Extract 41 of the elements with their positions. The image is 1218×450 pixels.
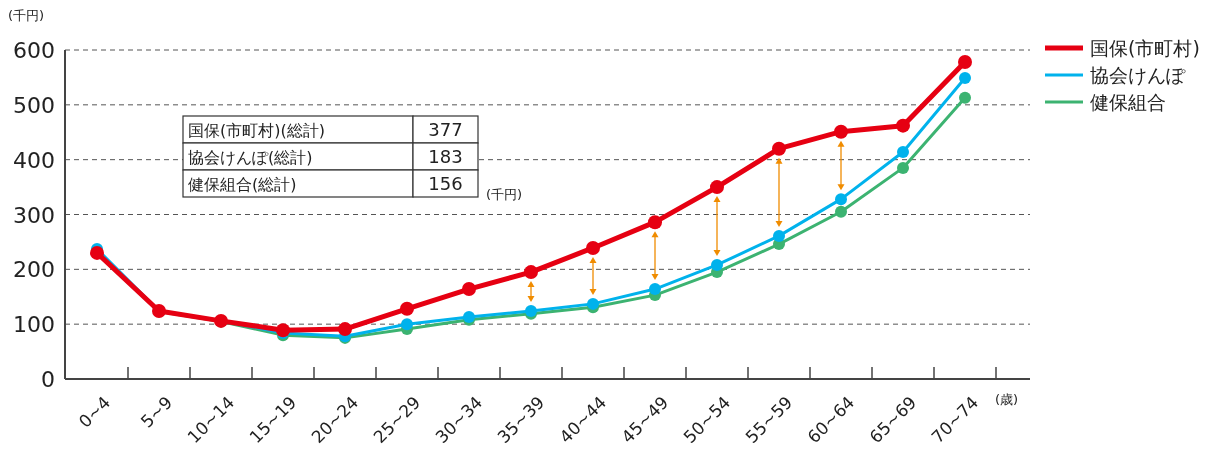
annotation: 健保組合(総計) bbox=[188, 175, 297, 194]
y-axis-title: (千円) bbox=[8, 8, 45, 23]
y-tick-label: 500 bbox=[13, 92, 55, 118]
point bbox=[897, 145, 909, 158]
point bbox=[710, 180, 724, 195]
y-tick-label: 0 bbox=[41, 367, 55, 392]
point bbox=[401, 318, 413, 331]
annotation: 377 bbox=[428, 119, 463, 140]
point bbox=[835, 205, 847, 218]
point bbox=[524, 265, 538, 280]
y-tick-label: 400 bbox=[13, 147, 55, 173]
point bbox=[773, 229, 785, 242]
annotation: 156 bbox=[428, 173, 463, 194]
y-tick-label: 200 bbox=[13, 257, 55, 283]
y-tick-label: 600 bbox=[13, 38, 55, 63]
point bbox=[649, 283, 661, 296]
x-axis-title: (歳) bbox=[995, 392, 1019, 407]
legend-label: 健保組合 bbox=[1090, 91, 1166, 113]
point bbox=[896, 118, 910, 133]
point bbox=[959, 71, 971, 84]
point bbox=[648, 215, 662, 230]
annotation: (千円) bbox=[486, 187, 523, 202]
point bbox=[711, 258, 723, 271]
y-tick-label: 300 bbox=[13, 202, 55, 228]
legend-label: 協会けんぽ bbox=[1090, 64, 1186, 86]
point bbox=[958, 55, 972, 70]
point bbox=[586, 240, 600, 255]
point bbox=[587, 297, 599, 310]
point bbox=[834, 124, 848, 139]
annotation: 協会けんぽ(総計) bbox=[188, 148, 313, 167]
annotation: 183 bbox=[428, 146, 463, 167]
y-tick-label: 100 bbox=[13, 312, 55, 338]
point bbox=[897, 161, 909, 174]
point bbox=[959, 91, 971, 104]
legend-label: 国保(市町村) bbox=[1090, 37, 1200, 59]
annotation: 国保(市町村)(総計) bbox=[188, 121, 325, 140]
point bbox=[462, 282, 476, 297]
point bbox=[338, 322, 352, 337]
point bbox=[772, 141, 786, 156]
point bbox=[400, 301, 414, 316]
point bbox=[835, 193, 847, 206]
